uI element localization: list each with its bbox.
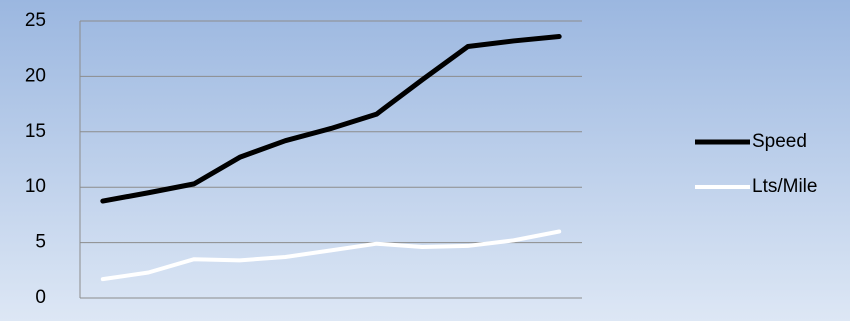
y-tick-label: 10 — [25, 176, 46, 197]
data-line — [100, 34, 562, 204]
y-tick-label: 20 — [25, 65, 46, 86]
y-tick-label: 5 — [35, 232, 46, 253]
y-tick-label: 15 — [25, 121, 46, 142]
y-tick-label: 0 — [35, 287, 46, 308]
legend-label: Lts/Mile — [752, 176, 817, 197]
y-tick-label: 25 — [25, 10, 46, 31]
data-line — [100, 229, 562, 282]
legend-label: Speed — [752, 131, 807, 152]
